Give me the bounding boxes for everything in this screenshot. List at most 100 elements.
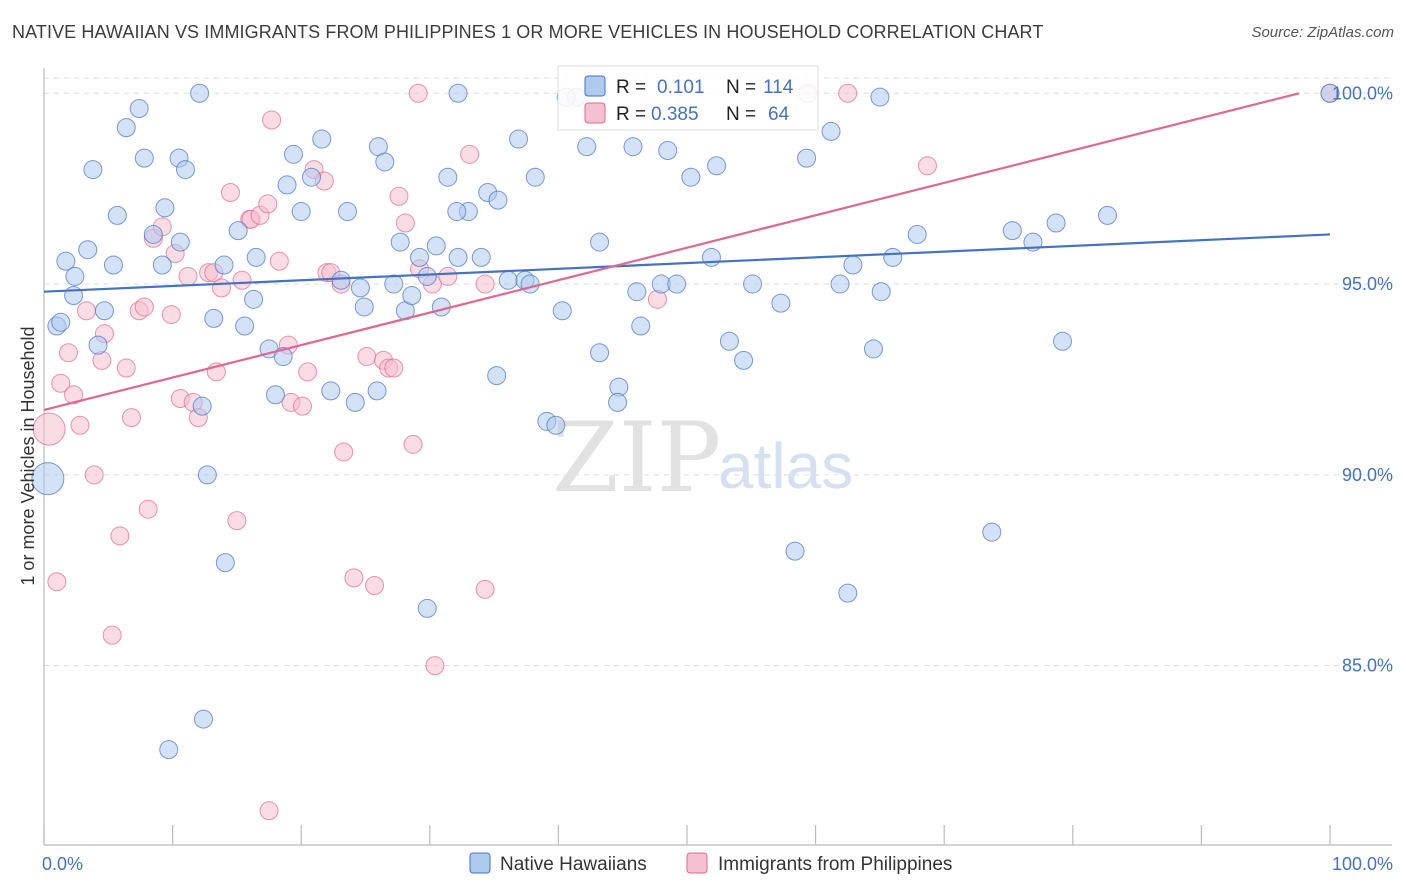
point-native-hawaiians [871,282,891,302]
trend-line-native-hawaiians [43,233,1331,293]
point-native-hawaiians [246,247,266,267]
watermark: ZIP atlas [552,402,853,514]
point-philippines [292,396,312,416]
point-native-hawaiians [134,148,154,168]
point-native-hawaiians [384,274,404,294]
legend-label-native-hawaiians: Native Hawaiians [500,854,647,875]
point-philippines [134,297,154,317]
point-native-hawaiians [797,148,817,168]
point-philippines [365,576,385,596]
point-native-hawaiians [190,83,210,103]
point-native-hawaiians [31,462,65,496]
point-philippines [408,83,428,103]
point-native-hawaiians [143,224,163,244]
point-native-hawaiians [78,240,98,260]
point-native-hawaiians [116,118,136,138]
point-native-hawaiians [907,224,927,244]
point-native-hawaiians [51,312,71,332]
point-native-hawaiians [520,274,540,294]
point-philippines [32,412,66,446]
point-native-hawaiians [1053,331,1073,351]
point-native-hawaiians [658,141,678,161]
point-philippines [116,358,136,378]
point-native-hawaiians [94,301,114,321]
point-native-hawaiians [681,167,701,187]
point-native-hawaiians [509,129,529,149]
point-native-hawaiians [283,144,303,164]
point-philippines [344,568,364,588]
point-native-hawaiians [273,347,293,367]
source-label: Source: ZipAtlas.com [1251,24,1394,41]
x-tick-label: 100.0% [1332,854,1393,874]
point-philippines [138,499,158,519]
point-native-hawaiians [743,274,763,294]
point-native-hawaiians [1098,205,1118,225]
point-philippines [438,266,458,286]
point-native-hawaiians [301,167,321,187]
point-native-hawaiians [447,202,467,222]
stats-r-label-2: R = [616,104,646,125]
point-philippines [298,362,318,382]
point-native-hawaiians [375,152,395,172]
stats-legend: R = 0.101 N = 114 R = 0.385 N = 64 [557,65,819,131]
series-legend: Native Hawaiians Immigrants from Philipp… [469,852,952,875]
point-native-hawaiians [390,232,410,252]
stats-n-label-1: N = [726,77,756,98]
point-philippines [269,251,289,271]
point-native-hawaiians [192,396,212,416]
trend-line-philippines [43,92,1300,412]
y-tick-label: 90.0% [1342,465,1393,485]
point-native-hawaiians [410,247,430,267]
point-native-hawaiians [129,99,149,119]
point-native-hawaiians [170,232,190,252]
point-native-hawaiians [471,247,491,267]
y-tick-label: 100.0% [1332,83,1393,103]
point-native-hawaiians [431,297,451,317]
point-native-hawaiians [707,156,727,176]
point-philippines [232,270,252,290]
chart-title: NATIVE HAWAIIAN VS IMMIGRANTS FROM PHILI… [12,22,1044,42]
point-native-hawaiians [982,522,1002,542]
stats-n-value-2: 64 [768,104,790,125]
point-philippines [262,110,282,130]
point-native-hawaiians [883,247,903,267]
point-philippines [227,511,247,531]
point-native-hawaiians [350,278,370,298]
stats-swatch-pink [584,102,606,124]
point-native-hawaiians [590,232,610,252]
point-native-hawaiians [487,366,507,386]
point-native-hawaiians [244,289,264,309]
point-native-hawaiians [402,286,422,306]
point-native-hawaiians [701,247,721,267]
point-native-hawaiians [577,137,597,157]
y-axis-title: 1 or more Vehicles in Household [18,326,38,585]
point-native-hawaiians [870,87,890,107]
point-native-hawaiians [525,167,545,187]
point-philippines [70,415,90,435]
point-native-hawaiians [331,270,351,290]
point-native-hawaiians [488,190,508,210]
x-tick-label: 0.0% [42,854,83,874]
point-philippines [47,572,67,592]
point-native-hawaiians [312,129,332,149]
axes [43,68,1392,846]
point-native-hawaiians [1002,221,1022,241]
point-native-hawaiians [498,270,518,290]
point-native-hawaiians [175,160,195,180]
point-native-hawaiians [291,202,311,222]
point-philippines [917,156,937,176]
point-philippines [259,801,279,821]
point-native-hawaiians [235,316,255,336]
stats-r-value-2: 0.385 [651,104,699,125]
point-philippines [110,526,130,546]
point-native-hawaiians [821,121,841,141]
point-native-hawaiians [417,598,437,618]
point-philippines [838,83,858,103]
point-native-hawaiians [321,381,341,401]
point-native-hawaiians [734,350,754,370]
point-philippines [475,579,495,599]
point-native-hawaiians [107,205,127,225]
trend-lines [43,92,1331,412]
y-tick-labels: 85.0% 90.0% 95.0% 100.0% [1332,83,1393,675]
point-native-hawaiians [552,301,572,321]
